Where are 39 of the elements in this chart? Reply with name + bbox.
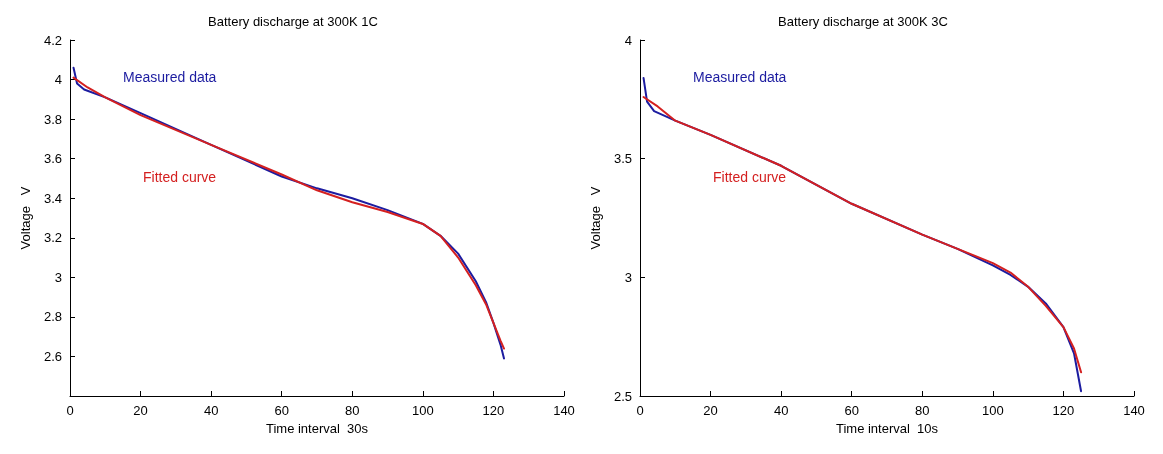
y-tick-label: 4 (54, 72, 62, 88)
y-tick-label: 3.5 (613, 151, 632, 167)
y-tick-label: 2.5 (613, 388, 632, 404)
x-tick-label: 0 (66, 403, 74, 418)
y-tick-label: 4 (624, 32, 632, 48)
y-tick-label: 3.4 (43, 190, 62, 206)
x-tick-label: 60 (274, 403, 289, 418)
chart-title: Battery discharge at 300K 3C (778, 14, 948, 29)
y-tick-label: 3.8 (43, 111, 62, 127)
x-tick-label: 60 (844, 403, 859, 418)
y-axis-title: Voltage V (588, 186, 603, 250)
x-tick-label: 140 (1123, 403, 1145, 418)
y-tick-label: 3 (54, 269, 62, 285)
x-tick-label: 0 (636, 403, 644, 418)
y-tick-label: 4.2 (43, 32, 62, 48)
x-tick-label: 100 (982, 403, 1004, 418)
x-tick-label: 20 (703, 403, 718, 418)
x-tick-label: 100 (412, 403, 434, 418)
series-label: Fitted curve (143, 169, 217, 185)
x-tick-label: 120 (482, 403, 505, 418)
x-axis-title: Time interval 30s (265, 420, 369, 436)
y-tick-label: 3 (624, 269, 632, 285)
chart-title: Battery discharge at 300K 1C (208, 14, 378, 29)
x-tick-label: 20 (133, 403, 148, 418)
y-axis-title: Voltage V (18, 186, 33, 250)
x-tick-label: 40 (773, 403, 789, 418)
series-label: Measured data (123, 69, 217, 85)
x-tick-label: 140 (553, 403, 575, 418)
y-tick-label: 2.6 (43, 348, 62, 364)
y-tick-label: 3.2 (43, 230, 62, 246)
series-label: Fitted curve (713, 169, 787, 185)
x-tick-label: 80 (915, 403, 930, 418)
y-tick-label: 2.8 (43, 309, 62, 325)
x-tick-label: 120 (1052, 403, 1075, 418)
x-tick-label: 40 (203, 403, 219, 418)
text: Measured data (693, 69, 787, 85)
x-tick-label: 80 (345, 403, 360, 418)
x-axis-title: Time interval 10s (835, 420, 939, 436)
y-tick-label: 3.6 (43, 151, 62, 167)
